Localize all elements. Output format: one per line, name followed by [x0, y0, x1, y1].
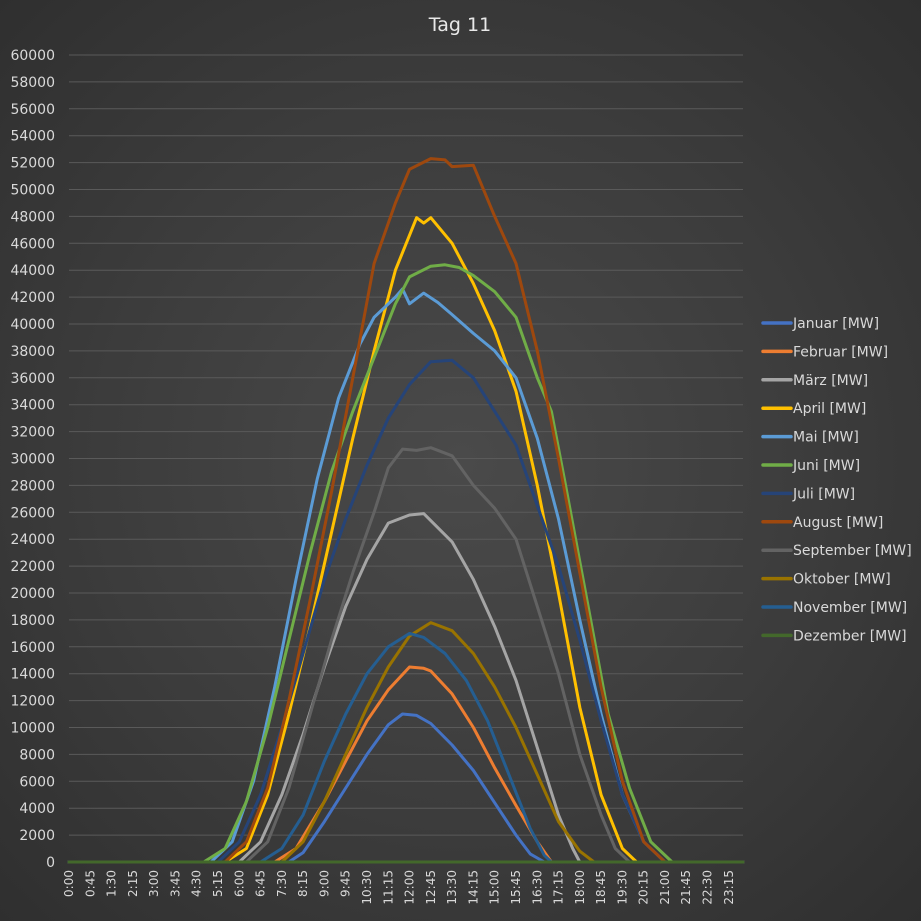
y-tick-label: 18000: [10, 613, 55, 629]
legend-label-juli-mw: Juli [MW]: [792, 486, 855, 502]
series-lines: [67, 157, 745, 864]
x-tick-label: 3:45: [168, 870, 182, 897]
x-tick-label: 1:30: [105, 870, 119, 897]
series-line-april-mw: [67, 216, 745, 864]
y-tick-label: 36000: [10, 371, 55, 387]
legend-label-dezember-mw: Dezember [MW]: [793, 628, 907, 644]
x-tick-label: 17:15: [552, 870, 566, 905]
x-tick-label: 5:15: [211, 870, 225, 897]
x-tick-label: 2:15: [126, 870, 140, 897]
legend-label-november-mw: November [MW]: [793, 600, 907, 616]
legend-label-april-mw: April [MW]: [793, 401, 866, 417]
series-line-mai-mw: [67, 287, 745, 864]
gridlines: [69, 54, 743, 863]
x-tick-label: 0:45: [83, 870, 97, 897]
y-tick-label: 48000: [10, 209, 55, 225]
y-tick-label: 56000: [10, 102, 55, 118]
y-axis-ticks: 0 2000 4000 6000 8000 10000 12000 14000 16000 180…: [10, 48, 55, 871]
y-tick-label: 24000: [10, 532, 55, 548]
y-tick-label: 42000: [10, 290, 55, 306]
y-tick-label: 12000: [10, 694, 55, 710]
x-tick-label: 11:15: [381, 870, 395, 905]
x-tick-label: 9:00: [317, 870, 331, 897]
series-line-juni-mw: [67, 263, 745, 864]
x-tick-label: 16:30: [530, 870, 544, 905]
y-tick-label: 34000: [10, 398, 55, 414]
x-tick-label: 15:45: [509, 870, 523, 905]
y-tick-label: 0: [46, 855, 55, 871]
y-tick-label: 2000: [19, 828, 55, 844]
x-tick-label: 7:30: [275, 870, 289, 897]
series-line-juli-mw: [67, 358, 745, 864]
x-tick-label: 0:00: [62, 870, 76, 897]
legend: Januar [MW] Februar [MW] März [MW] April [M…: [761, 316, 912, 644]
y-tick-label: 28000: [10, 478, 55, 494]
x-tick-label: 10:30: [360, 870, 374, 905]
x-tick-label: 8:15: [296, 870, 310, 897]
x-tick-label: 12:00: [403, 870, 417, 905]
x-tick-label: 19:30: [615, 870, 629, 905]
y-tick-label: 4000: [19, 801, 55, 817]
x-tick-label: 18:00: [573, 870, 587, 905]
legend-label-august-mw: August [MW]: [793, 515, 883, 531]
legend-label-september-mw: September [MW]: [793, 543, 912, 559]
y-tick-label: 50000: [10, 183, 55, 199]
y-tick-label: 52000: [10, 156, 55, 172]
x-axis-ticks: 0:00 0:45 1:30 2:15 3:00 3:45 4:30 5:15 6:00 6:45…: [62, 870, 736, 905]
y-tick-label: 8000: [19, 747, 55, 763]
series-line-september-mw: [67, 446, 745, 864]
y-tick-label: 22000: [10, 559, 55, 575]
y-tick-label: 14000: [10, 667, 55, 683]
y-tick-label: 44000: [10, 263, 55, 279]
series-line-januar-mw: [67, 712, 745, 864]
x-tick-label: 6:00: [232, 870, 246, 897]
y-tick-label: 40000: [10, 317, 55, 333]
y-tick-label: 10000: [10, 721, 55, 737]
legend-label-februar-mw: Februar [MW]: [793, 344, 888, 360]
legend-label-oktober-mw: Oktober [MW]: [793, 572, 891, 588]
legend-label-januar-mw: Januar [MW]: [792, 316, 879, 332]
y-tick-label: 6000: [19, 774, 55, 790]
legend-label-mai-mw: Mai [MW]: [793, 430, 859, 446]
x-tick-label: 6:45: [254, 870, 268, 897]
y-tick-label: 60000: [10, 48, 55, 64]
series-line-märz-mw: [67, 512, 745, 864]
x-tick-label: 14:15: [466, 870, 480, 905]
x-tick-label: 22:30: [701, 870, 715, 905]
x-tick-label: 21:45: [679, 870, 693, 905]
chart-title: Tag 11: [428, 14, 491, 36]
x-tick-label: 23:15: [722, 870, 736, 905]
x-tick-label: 4:30: [190, 870, 204, 897]
legend-label-märz-mw: März [MW]: [793, 373, 868, 389]
y-tick-label: 20000: [10, 586, 55, 602]
x-tick-label: 20:15: [637, 870, 651, 905]
y-tick-label: 16000: [10, 640, 55, 656]
series-line-november-mw: [67, 631, 745, 864]
x-tick-label: 15:00: [488, 870, 502, 905]
y-tick-label: 54000: [10, 129, 55, 145]
series-line-oktober-mw: [67, 621, 745, 864]
y-tick-label: 30000: [10, 452, 55, 468]
x-tick-label: 18:45: [594, 870, 608, 905]
x-tick-label: 13:30: [445, 870, 459, 905]
x-tick-label: 21:00: [658, 870, 672, 905]
y-tick-label: 46000: [10, 236, 55, 252]
x-tick-label: 3:00: [147, 870, 161, 897]
series-line-august-mw: [67, 157, 745, 864]
y-tick-label: 38000: [10, 344, 55, 360]
legend-label-juni-mw: Juni [MW]: [792, 458, 860, 474]
y-tick-label: 26000: [10, 505, 55, 521]
y-tick-label: 58000: [10, 75, 55, 91]
x-tick-label: 9:45: [339, 870, 353, 897]
x-tick-label: 12:45: [424, 870, 438, 905]
y-tick-label: 32000: [10, 425, 55, 441]
